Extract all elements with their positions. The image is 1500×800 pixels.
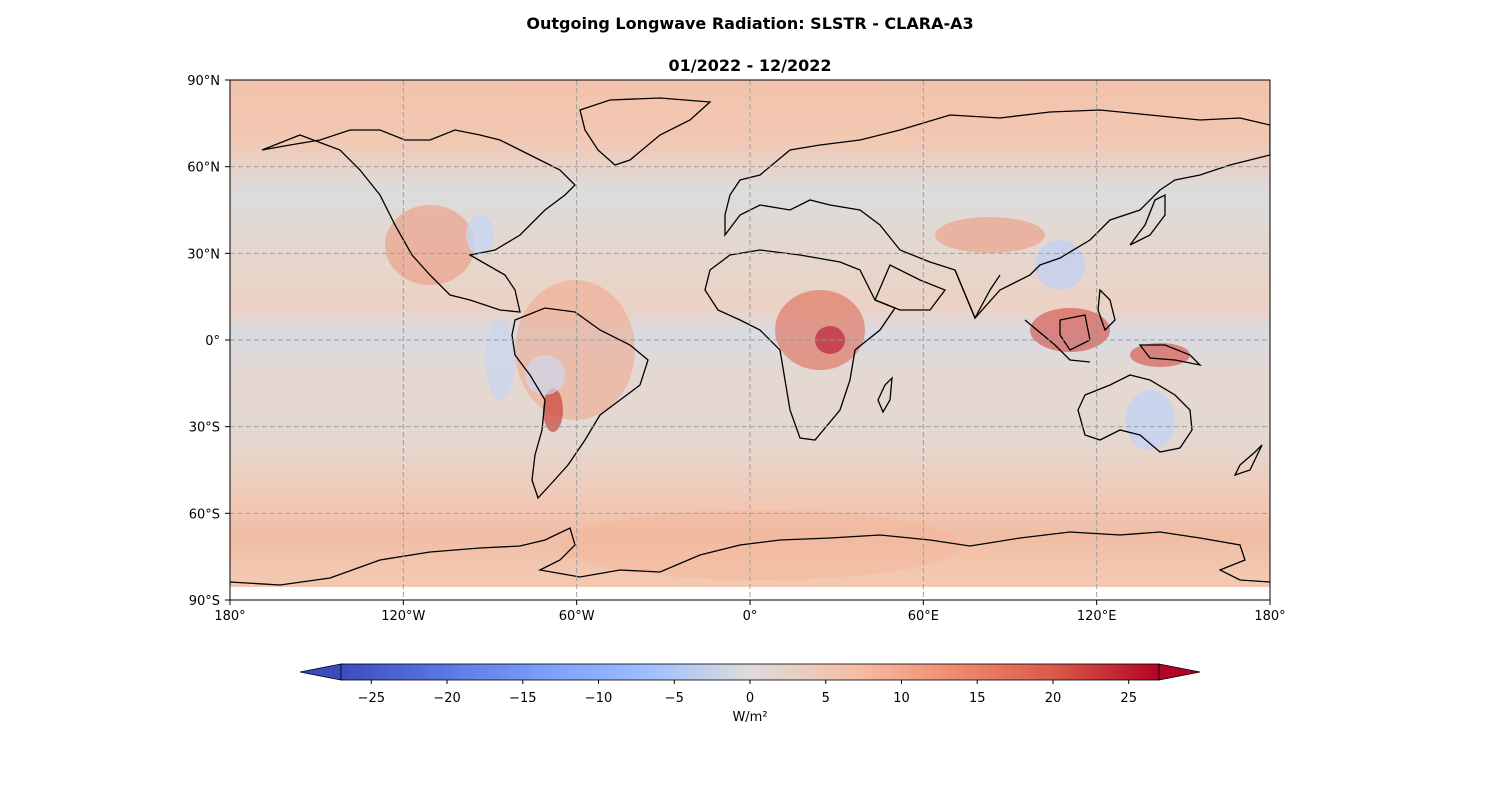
lat-axis: 90°N 60°N 30°N 0° 30°S 60°S 90°S bbox=[187, 74, 230, 609]
colorbar-tick-label: 25 bbox=[1120, 691, 1137, 706]
colorbar-ticks: −25 −20 −15 −10 −5 0 5 10 15 20 25 bbox=[358, 680, 1137, 706]
colorbar-tick-label: 5 bbox=[822, 691, 830, 706]
coastlines bbox=[230, 97, 1270, 586]
colorbar-label: W/m² bbox=[732, 710, 767, 725]
colorbar-ramp bbox=[340, 663, 1160, 681]
colorbar-extend-low bbox=[299, 663, 342, 681]
lon-tick-label: 60°E bbox=[908, 609, 939, 624]
lon-tick-label: 120°E bbox=[1077, 609, 1117, 624]
lon-tick-label: 120°W bbox=[381, 609, 425, 624]
gridlines bbox=[230, 80, 1270, 600]
lat-tick-label: 0° bbox=[205, 334, 220, 349]
lat-tick-label: 90°S bbox=[189, 594, 220, 609]
colorbar-tick-label: 20 bbox=[1045, 691, 1062, 706]
map-title: Outgoing Longwave Radiation: SLSTR - CLA… bbox=[526, 14, 974, 33]
lat-tick-label: 30°N bbox=[187, 247, 220, 262]
lon-tick-label: 180° bbox=[214, 609, 245, 624]
map-field bbox=[230, 80, 1270, 600]
colorbar: −25 −20 −15 −10 −5 0 5 10 15 20 25 W/m² bbox=[299, 663, 1201, 725]
lon-axis: 180° 120°W 60°W 0° 60°E 120°E 180° bbox=[214, 600, 1286, 624]
map-subtitle: 01/2022 - 12/2022 bbox=[668, 56, 832, 75]
lat-tick-label: 60°S bbox=[189, 507, 220, 522]
colorbar-tick-label: 0 bbox=[746, 691, 754, 706]
lat-tick-label: 30°S bbox=[189, 421, 220, 436]
colorbar-tick-label: −5 bbox=[665, 691, 684, 706]
lon-tick-label: 180° bbox=[1254, 609, 1285, 624]
lon-tick-label: 0° bbox=[743, 609, 758, 624]
colorbar-tick-label: −15 bbox=[509, 691, 536, 706]
colorbar-tick-label: 10 bbox=[893, 691, 910, 706]
colorbar-extend-high bbox=[1158, 663, 1201, 681]
colorbar-tick-label: −10 bbox=[585, 691, 612, 706]
colorbar-tick-label: −20 bbox=[433, 691, 460, 706]
lon-tick-label: 60°W bbox=[559, 609, 595, 624]
lat-tick-label: 60°N bbox=[187, 161, 220, 176]
colorbar-tick-label: 15 bbox=[969, 691, 986, 706]
lat-tick-label: 90°N bbox=[187, 74, 220, 89]
colorbar-tick-label: −25 bbox=[358, 691, 385, 706]
